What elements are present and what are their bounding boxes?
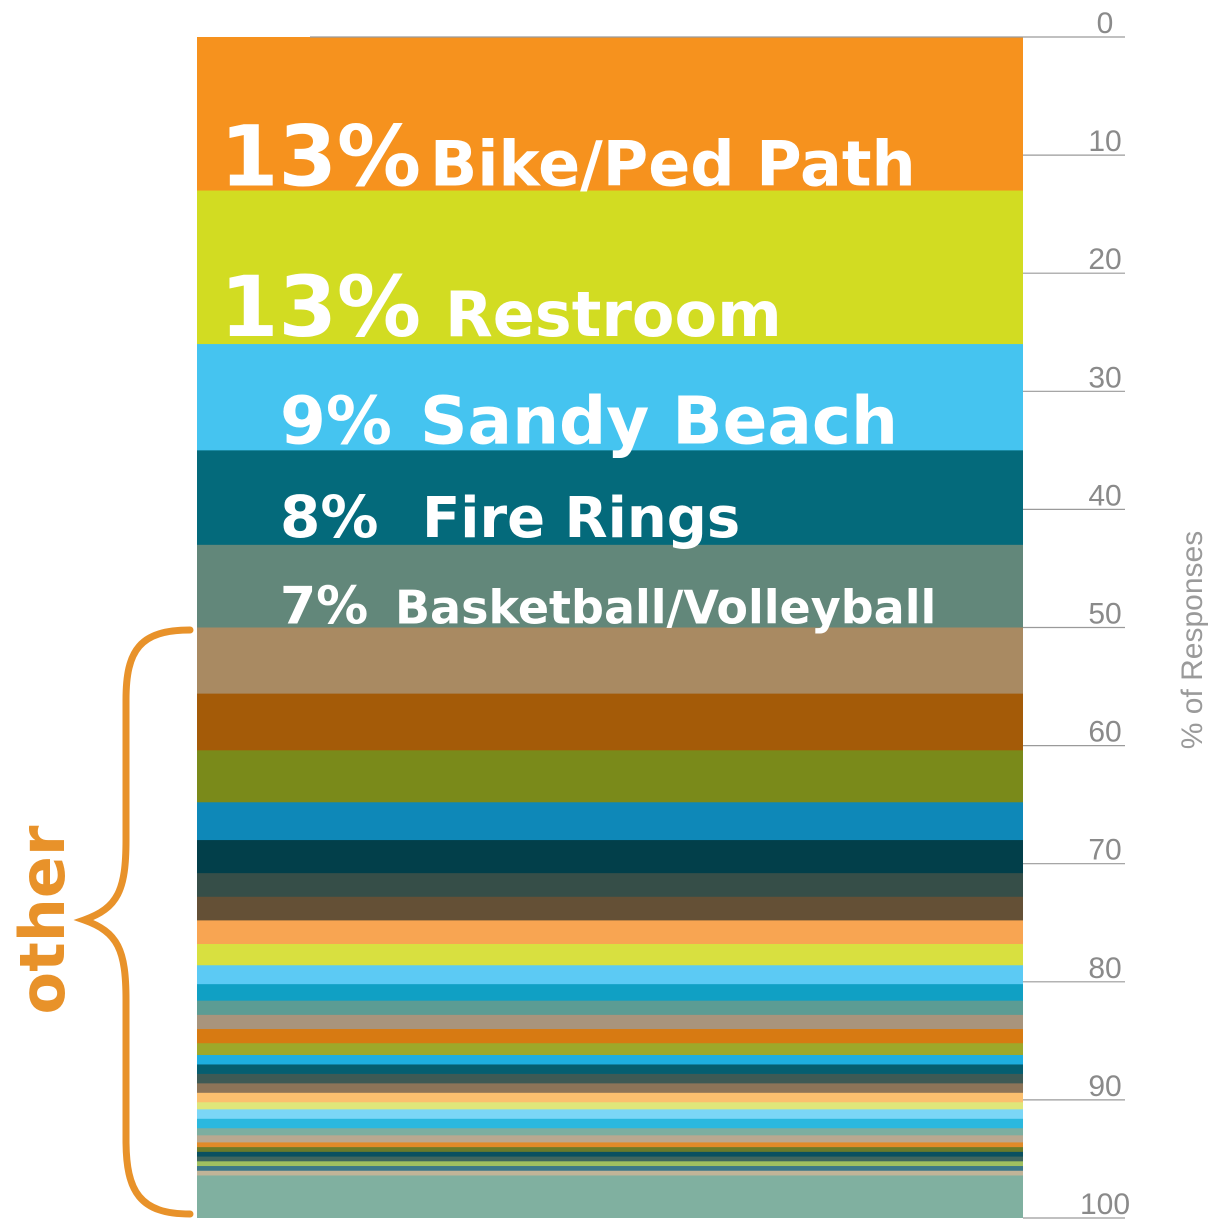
tick-label: 10 xyxy=(1088,125,1121,158)
y-axis-ticks: 0 10 20 30 40 50 60 70 80 90 100 xyxy=(310,7,1130,1221)
other-segment-33 xyxy=(197,1175,1023,1181)
tick-label: 100 xyxy=(1080,1188,1130,1221)
segment-pct-label: 13% xyxy=(220,258,421,356)
tick-label: 20 xyxy=(1088,243,1121,276)
tick-label: 50 xyxy=(1088,598,1121,631)
other-segment-21 xyxy=(197,1102,1023,1110)
other-segment-31 xyxy=(197,1166,1023,1172)
tick-label: 40 xyxy=(1088,479,1121,512)
other-segment-10 xyxy=(197,965,1023,985)
other-segment-22 xyxy=(197,1109,1023,1120)
other-segment-14 xyxy=(197,1029,1023,1044)
other-segment-9 xyxy=(197,944,1023,966)
bar-segment-5 xyxy=(197,544,1023,629)
other-segment-19 xyxy=(197,1083,1023,1094)
segment-pct-label: 8% xyxy=(280,483,378,551)
bar-segments xyxy=(197,37,1023,1218)
bar-segment-2 xyxy=(197,190,1023,345)
other-segment-5 xyxy=(197,840,1023,874)
other-segment-23 xyxy=(197,1118,1023,1129)
other-segment-13 xyxy=(197,1014,1023,1030)
tick-label: 70 xyxy=(1088,834,1121,867)
other-segment-18 xyxy=(197,1073,1023,1084)
tick-label: 60 xyxy=(1088,716,1121,749)
other-segment-1 xyxy=(197,627,1023,695)
bar-segment-4 xyxy=(197,450,1023,546)
segment-pct-label: 13% xyxy=(220,108,421,206)
segment-name-label: Sandy Beach xyxy=(420,382,898,459)
tick-label: 90 xyxy=(1088,1070,1121,1103)
segment-pct-label: 7% xyxy=(280,577,368,637)
other-segment-25 xyxy=(197,1135,1023,1144)
other-label: other xyxy=(6,825,79,1014)
segment-name-label: Restroom xyxy=(445,278,782,351)
other-segment-17 xyxy=(197,1064,1023,1075)
other-segment-12 xyxy=(197,1000,1023,1016)
other-segment-28 xyxy=(197,1151,1023,1158)
other-segment-30 xyxy=(197,1161,1023,1167)
other-segment-26 xyxy=(197,1142,1023,1148)
other-segment-15 xyxy=(197,1043,1023,1056)
segment-name-label: Bike/Ped Path xyxy=(430,128,916,201)
other-segment-4 xyxy=(197,802,1023,841)
segment-pct-label: 9% xyxy=(280,382,392,459)
other-segment-2 xyxy=(197,693,1023,751)
other-segment-6 xyxy=(197,873,1023,898)
other-brace xyxy=(73,626,194,1218)
other-segment-11 xyxy=(197,984,1023,1002)
other-segment-8 xyxy=(197,920,1023,945)
other-segment-20 xyxy=(197,1092,1023,1103)
other-segment-29 xyxy=(197,1156,1023,1162)
other-segment-16 xyxy=(197,1055,1023,1066)
tick-label: 30 xyxy=(1088,361,1121,394)
other-segment-24 xyxy=(197,1128,1023,1136)
tick-label: 80 xyxy=(1088,952,1121,985)
other-segment-27 xyxy=(197,1147,1023,1153)
bar-segment-3 xyxy=(197,344,1023,451)
segment-name-label: Fire Rings xyxy=(422,486,740,551)
tick-label: 0 xyxy=(1097,7,1114,40)
other-segment-3 xyxy=(197,750,1023,803)
other-segment-7 xyxy=(197,896,1023,921)
other-segment-fill xyxy=(197,1180,1023,1218)
y-axis-title: % of Responses xyxy=(1176,531,1209,749)
segment-name-label: Basketball/Volleyball xyxy=(395,581,936,635)
other-segment-32 xyxy=(197,1170,1023,1177)
bar-segment-1 xyxy=(197,37,1023,192)
